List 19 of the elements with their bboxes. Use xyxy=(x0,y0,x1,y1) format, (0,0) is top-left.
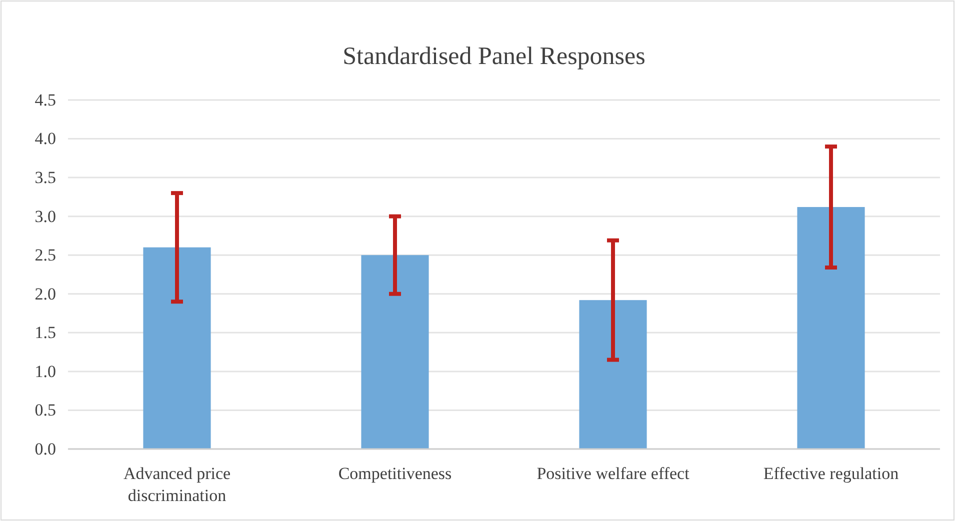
y-tick-label: 4.5 xyxy=(34,90,56,110)
bar xyxy=(143,247,211,449)
bar xyxy=(797,207,865,449)
x-tick-label: Advanced price discrimination xyxy=(123,464,231,506)
y-tick-label: 0.0 xyxy=(34,439,56,458)
x-tick-label: Effective regulation xyxy=(763,464,900,484)
x-tick-label: Positive welfare effect xyxy=(536,464,690,484)
y-tick-label: 3.0 xyxy=(34,206,56,226)
chart-title: Standardised Panel Responses xyxy=(342,43,646,70)
x-tick-label: Competitiveness xyxy=(338,464,452,484)
y-tick-label: 4.0 xyxy=(34,129,56,148)
y-tick-label: 2.0 xyxy=(34,284,56,304)
y-tick-label: 1.0 xyxy=(34,362,56,381)
bar xyxy=(361,255,429,449)
y-tick-label: 1.5 xyxy=(34,323,56,342)
y-tick-label: 2.5 xyxy=(34,246,56,265)
y-tick-label: 0.5 xyxy=(34,400,56,420)
y-tick-label: 3.5 xyxy=(34,168,56,187)
bar xyxy=(579,300,647,449)
